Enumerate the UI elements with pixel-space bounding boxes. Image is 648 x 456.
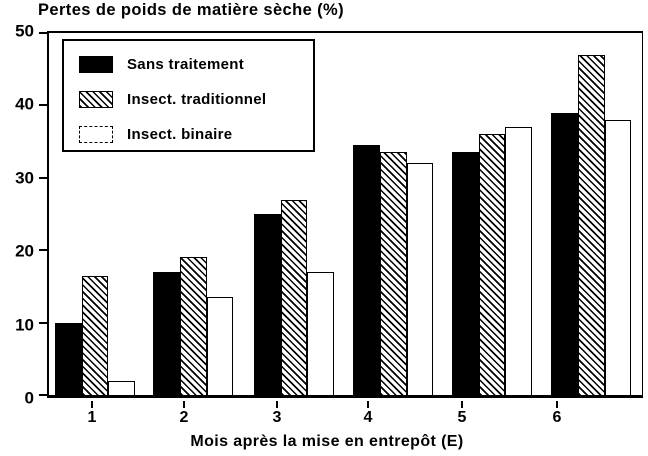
x-tick-label-mois-5: 5 (457, 409, 467, 426)
bar-insect-binaire-mois-2 (206, 297, 234, 395)
legend-swatch-insect-binaire (79, 126, 113, 143)
bar-insect-traditionnel-mois-4 (380, 152, 407, 395)
y-tick-mark (39, 32, 48, 34)
legend-label-sans-traitement: Sans traitement (127, 56, 245, 73)
bar-sans-traitement-mois-3 (253, 214, 281, 395)
y-tick-label: 40 (15, 94, 34, 114)
x-tick-mark (276, 401, 278, 408)
bar-sans-traitement-mois-2 (153, 271, 181, 395)
legend-item-insect-binaire: Insect. binaire (79, 126, 313, 143)
x-tick-mark (461, 401, 463, 408)
bar-insect-traditionnel-mois-5 (478, 134, 506, 395)
x-tick-label-mois-1: 1 (87, 409, 97, 426)
y-tick-mark (39, 321, 48, 324)
plot-area: Sans traitement Insect. traditionnel Insec… (39, 31, 643, 398)
legend-item-insect-traditionnel: Insect. traditionnel (79, 91, 313, 108)
legend-label-insect-binaire: Insect. binaire (127, 126, 233, 143)
y-tick-label: 0 (24, 388, 34, 408)
legend-label-insect-traditionnel: Insect. traditionnel (127, 91, 267, 108)
bar-insect-traditionnel-mois-1 (81, 275, 109, 395)
legend-swatch-insect-traditionnel (79, 91, 113, 108)
bar-sans-traitement-mois-1 (54, 322, 82, 395)
bar-insect-traditionnel-mois-2 (180, 257, 207, 395)
y-tick-label: 10 (15, 315, 34, 335)
y-tick-mark (39, 104, 48, 107)
y-tick-label: 30 (15, 168, 34, 188)
y-tick-mark (39, 176, 48, 179)
bar-insect-traditionnel-mois-6 (578, 54, 605, 395)
y-tick-label: 50 (15, 21, 34, 41)
legend: Sans traitement Insect. traditionnel Insec… (62, 39, 315, 152)
x-tick-mark (183, 401, 185, 408)
x-tick-label-mois-6: 6 (552, 409, 562, 426)
bar-insect-binaire-mois-6 (604, 119, 632, 395)
bar-insect-binaire-mois-1 (108, 380, 135, 395)
bar-insect-traditionnel-mois-3 (280, 199, 308, 395)
y-tick-label: 20 (15, 241, 34, 261)
x-tick-mark (367, 401, 369, 408)
x-axis-title: Mois après la mise en entrepôt (E) (190, 433, 464, 450)
y-tick-mark (39, 249, 48, 252)
bar-insect-binaire-mois-5 (505, 127, 532, 395)
bar-insect-binaire-mois-3 (307, 271, 334, 395)
bar-sans-traitement-mois-6 (551, 112, 579, 395)
x-tick-mark (556, 401, 558, 408)
x-tick-label-mois-4: 4 (363, 409, 373, 426)
bar-insect-binaire-mois-4 (406, 163, 434, 395)
x-tick-label-mois-3: 3 (272, 409, 282, 426)
y-tick-mark (39, 394, 48, 396)
chart-title: Pertes de poids de matière sèche (%) (38, 1, 345, 19)
legend-item-sans-traitement: Sans traitement (79, 56, 313, 73)
x-tick-mark (91, 401, 93, 408)
bar-sans-traitement-mois-4 (353, 145, 381, 395)
y-axis-labels: 0 10 20 30 40 50 (0, 23, 36, 407)
x-axis: 1 2 3 4 5 6 (47, 401, 643, 433)
bar-sans-traitement-mois-5 (451, 152, 479, 395)
legend-swatch-sans-traitement (79, 56, 113, 73)
x-tick-label-mois-2: 2 (179, 409, 189, 426)
